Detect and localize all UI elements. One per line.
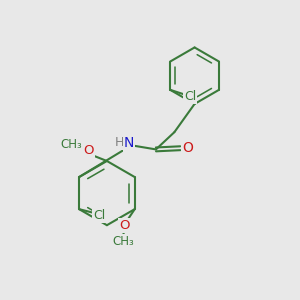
- Text: N: N: [124, 136, 134, 151]
- Text: CH₃: CH₃: [61, 138, 82, 151]
- Text: O: O: [183, 141, 194, 155]
- Text: Cl: Cl: [93, 208, 105, 222]
- Text: Cl: Cl: [184, 90, 196, 103]
- Text: H: H: [114, 136, 124, 149]
- Text: O: O: [83, 144, 94, 158]
- Text: CH₃: CH₃: [112, 235, 134, 248]
- Text: O: O: [119, 219, 130, 232]
